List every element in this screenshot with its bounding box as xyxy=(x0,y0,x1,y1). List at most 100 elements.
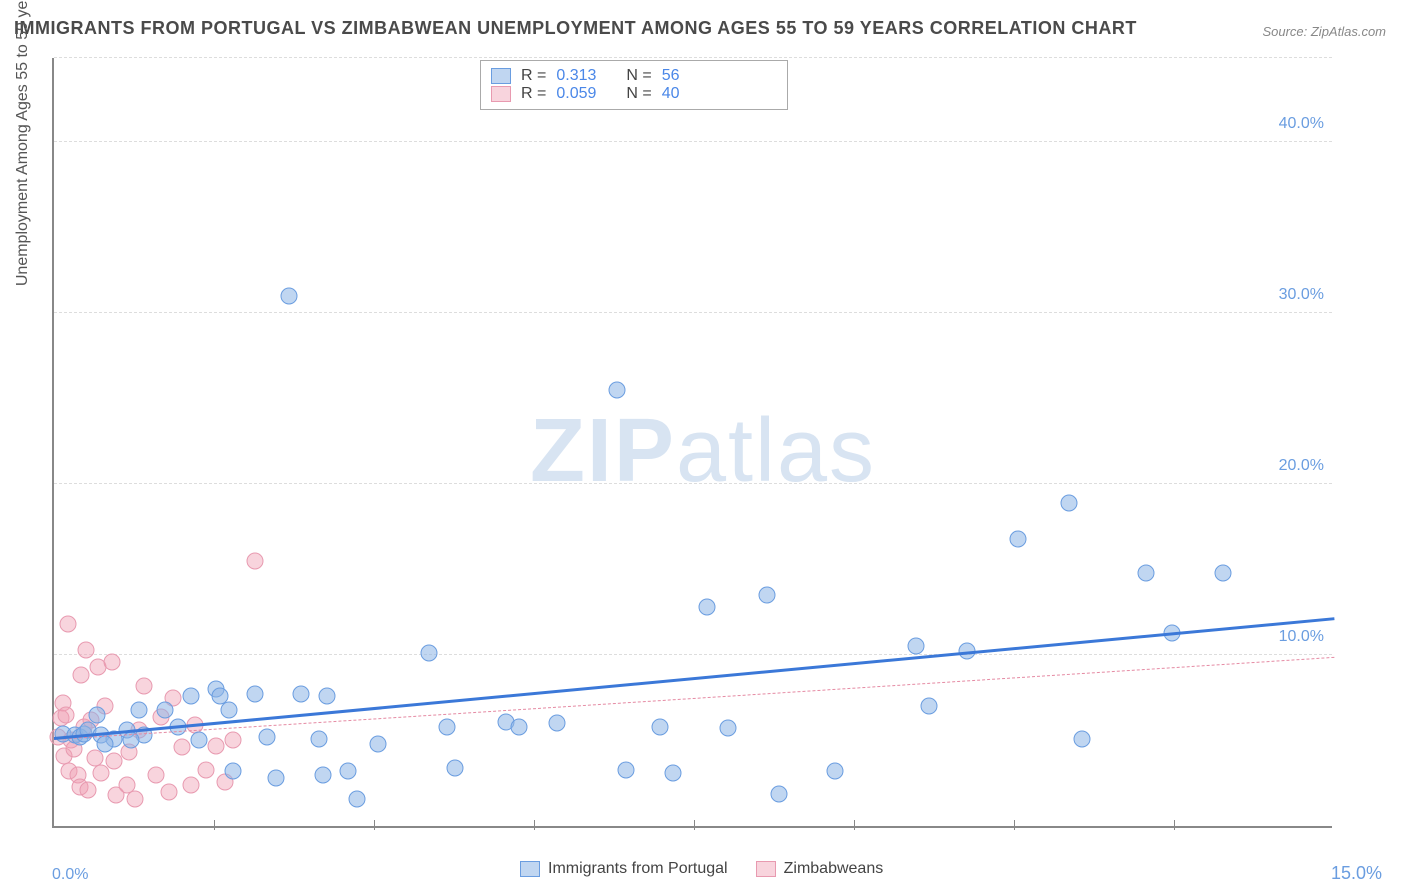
data-point-blue xyxy=(1010,530,1027,547)
data-point-pink xyxy=(148,766,165,783)
data-point-blue xyxy=(698,598,715,615)
n-label: N = xyxy=(626,85,651,103)
data-point-blue xyxy=(340,763,357,780)
data-point-blue xyxy=(182,687,199,704)
data-point-blue xyxy=(156,701,173,718)
legend-row-blue: R = 0.313 N = 56 xyxy=(491,67,771,85)
data-point-blue xyxy=(609,381,626,398)
data-point-pink xyxy=(135,677,152,694)
data-point-blue xyxy=(511,718,528,735)
data-point-pink xyxy=(127,790,144,807)
x-tick xyxy=(694,820,695,830)
data-point-blue xyxy=(220,701,237,718)
data-point-blue xyxy=(225,763,242,780)
plot-area: 10.0% 20.0% 30.0% 40.0% xyxy=(52,58,1332,828)
chart-title: IMMIGRANTS FROM PORTUGAL VS ZIMBABWEAN U… xyxy=(14,18,1137,39)
n-value-pink: 40 xyxy=(662,85,680,103)
y-tick-label: 40.0% xyxy=(1279,115,1324,133)
x-tick xyxy=(854,820,855,830)
x-axis-min-label: 0.0% xyxy=(52,866,88,884)
swatch-blue xyxy=(520,861,540,877)
correlation-legend: R = 0.313 N = 56 R = 0.059 N = 40 xyxy=(480,60,788,110)
y-tick-label: 10.0% xyxy=(1279,628,1324,646)
data-point-pink xyxy=(208,737,225,754)
data-point-blue xyxy=(720,720,737,737)
gridline xyxy=(54,654,1332,655)
data-point-pink xyxy=(182,776,199,793)
data-point-blue xyxy=(664,764,681,781)
data-point-blue xyxy=(348,790,365,807)
data-point-pink xyxy=(197,761,214,778)
swatch-pink xyxy=(491,86,511,102)
gridline xyxy=(54,312,1332,313)
x-axis-max-label: 15.0% xyxy=(1331,863,1382,884)
data-point-blue xyxy=(319,687,336,704)
data-point-blue xyxy=(826,763,843,780)
data-point-blue xyxy=(280,287,297,304)
data-point-blue xyxy=(259,729,276,746)
data-point-blue xyxy=(447,759,464,776)
data-point-blue xyxy=(907,638,924,655)
data-point-pink xyxy=(59,616,76,633)
data-point-pink xyxy=(104,653,121,670)
x-tick xyxy=(1014,820,1015,830)
source-attribution: Source: ZipAtlas.com xyxy=(1262,24,1386,39)
n-label: N = xyxy=(626,67,651,85)
data-point-blue xyxy=(1215,564,1232,581)
legend-item-blue: Immigrants from Portugal xyxy=(520,860,728,878)
data-point-blue xyxy=(131,701,148,718)
y-tick-label: 20.0% xyxy=(1279,457,1324,475)
r-label: R = xyxy=(521,85,546,103)
data-point-blue xyxy=(1138,564,1155,581)
data-point-pink xyxy=(161,783,178,800)
data-point-pink xyxy=(80,782,97,799)
trendline-blue xyxy=(54,618,1334,741)
series-legend: Immigrants from Portugal Zimbabweans xyxy=(520,860,883,878)
r-value-blue: 0.313 xyxy=(556,67,596,85)
data-point-pink xyxy=(78,641,95,658)
data-point-blue xyxy=(549,715,566,732)
data-point-pink xyxy=(174,739,191,756)
data-point-blue xyxy=(651,718,668,735)
data-point-blue xyxy=(293,686,310,703)
gridline xyxy=(54,141,1332,142)
data-point-pink xyxy=(57,706,74,723)
data-point-pink xyxy=(225,732,242,749)
data-point-blue xyxy=(191,732,208,749)
data-point-blue xyxy=(438,718,455,735)
legend-label-blue: Immigrants from Portugal xyxy=(548,860,728,878)
data-point-blue xyxy=(758,587,775,604)
data-point-blue xyxy=(310,730,327,747)
gridline xyxy=(54,57,1332,58)
data-point-blue xyxy=(246,686,263,703)
trendline-pink xyxy=(54,657,1334,740)
gridline xyxy=(54,483,1332,484)
x-tick xyxy=(214,820,215,830)
data-point-blue xyxy=(1074,730,1091,747)
data-point-blue xyxy=(421,645,438,662)
r-value-pink: 0.059 xyxy=(556,85,596,103)
data-point-blue xyxy=(920,698,937,715)
data-point-blue xyxy=(370,735,387,752)
legend-label-pink: Zimbabweans xyxy=(784,860,884,878)
legend-item-pink: Zimbabweans xyxy=(756,860,884,878)
data-point-blue xyxy=(88,706,105,723)
x-tick xyxy=(1174,820,1175,830)
data-point-blue xyxy=(1061,494,1078,511)
legend-row-pink: R = 0.059 N = 40 xyxy=(491,85,771,103)
data-point-pink xyxy=(105,752,122,769)
y-tick-label: 30.0% xyxy=(1279,286,1324,304)
swatch-pink xyxy=(756,861,776,877)
data-point-pink xyxy=(246,552,263,569)
n-value-blue: 56 xyxy=(662,67,680,85)
data-point-blue xyxy=(771,785,788,802)
x-tick xyxy=(374,820,375,830)
data-point-blue xyxy=(617,761,634,778)
swatch-blue xyxy=(491,68,511,84)
y-axis-title: Unemployment Among Ages 55 to 59 years xyxy=(14,0,32,286)
data-point-blue xyxy=(97,735,114,752)
x-tick xyxy=(534,820,535,830)
data-point-blue xyxy=(267,770,284,787)
data-point-pink xyxy=(73,667,90,684)
r-label: R = xyxy=(521,67,546,85)
